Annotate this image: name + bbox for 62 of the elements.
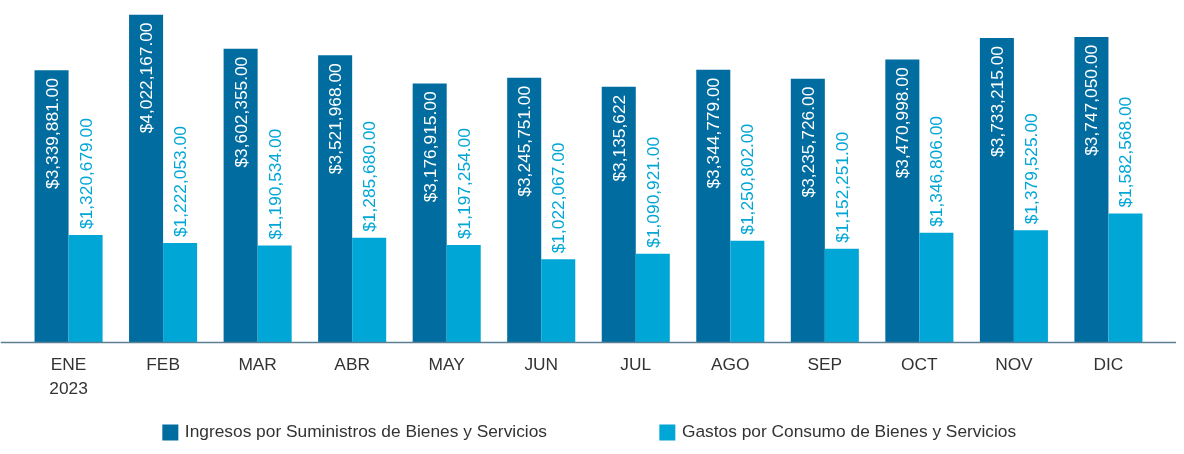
x-tick-label: DIC <box>1093 353 1124 374</box>
bar <box>601 86 636 343</box>
data-label: $1,250,802.00 <box>737 123 758 235</box>
data-label: $3,135,622 <box>608 94 629 182</box>
bar <box>507 77 542 343</box>
data-label: $3,245,751.00 <box>514 85 535 197</box>
data-label: $1,320,679.00 <box>75 118 96 229</box>
x-tick-label: FEB <box>146 353 180 374</box>
bar <box>223 48 258 343</box>
data-label: $1,285,680.00 <box>359 120 380 232</box>
bar <box>885 59 920 343</box>
data-label: $4,022,167.00 <box>136 22 157 134</box>
data-label: $3,235,726.00 <box>797 86 818 198</box>
bar <box>68 234 103 343</box>
data-label: $1,582,568.00 <box>1115 96 1136 208</box>
bar <box>635 253 670 343</box>
bar <box>1108 213 1143 343</box>
x-tick-label: JUL <box>620 353 652 374</box>
data-label: $3,470,998.00 <box>892 67 913 179</box>
x-tick-label: SEP <box>807 353 843 374</box>
bar <box>446 245 481 343</box>
bar <box>730 240 765 343</box>
x-tick-label: JUN <box>524 353 559 374</box>
data-label: $1,222,053.00 <box>170 126 191 238</box>
data-label: $1,197,254.00 <box>453 128 474 240</box>
bar <box>352 237 387 343</box>
bar <box>318 55 353 343</box>
bar <box>34 70 69 343</box>
x-tick-label: AGO <box>711 353 750 374</box>
bar <box>1013 230 1048 343</box>
data-label: $3,733,215.00 <box>986 46 1007 157</box>
x-tick-label: ENE 2023 <box>49 353 88 398</box>
data-label: $3,521,968.00 <box>325 63 346 175</box>
data-label: $3,602,355.00 <box>230 56 251 168</box>
bar <box>824 248 859 343</box>
data-label: $3,339,881.00 <box>41 78 62 189</box>
data-label: $3,176,915.00 <box>419 91 440 203</box>
bar <box>412 83 447 343</box>
bar <box>1074 36 1109 343</box>
data-label: $1,379,525.00 <box>1020 113 1041 225</box>
x-tick-label: NOV <box>995 353 1034 374</box>
bar <box>919 232 954 343</box>
data-label: $3,344,779.00 <box>703 77 724 189</box>
bar <box>129 14 164 343</box>
bar <box>257 245 292 343</box>
x-tick-label: ABR <box>334 353 370 374</box>
data-label: $1,152,251.00 <box>831 131 852 243</box>
x-tick-label: MAR <box>238 353 277 374</box>
bar <box>541 259 576 343</box>
data-label: $1,190,534.00 <box>264 128 285 240</box>
bar <box>790 78 825 343</box>
bar <box>696 69 731 343</box>
legend-label: Ingresos por Suministros de Bienes y Servicios <box>184 421 547 442</box>
bar <box>163 243 198 343</box>
data-label: $1,346,806.00 <box>926 116 947 227</box>
legend-label: Gastos por Consumo de Bienes y Servicios <box>681 421 1017 442</box>
bar <box>979 38 1014 343</box>
data-label: $1,022,067.00 <box>548 142 569 254</box>
x-tick-label: OCT <box>901 353 939 374</box>
data-label: $1,090,921.00 <box>642 136 663 248</box>
x-tick-label: MAY <box>428 353 466 374</box>
data-label: $3,747,050.00 <box>1081 44 1102 156</box>
